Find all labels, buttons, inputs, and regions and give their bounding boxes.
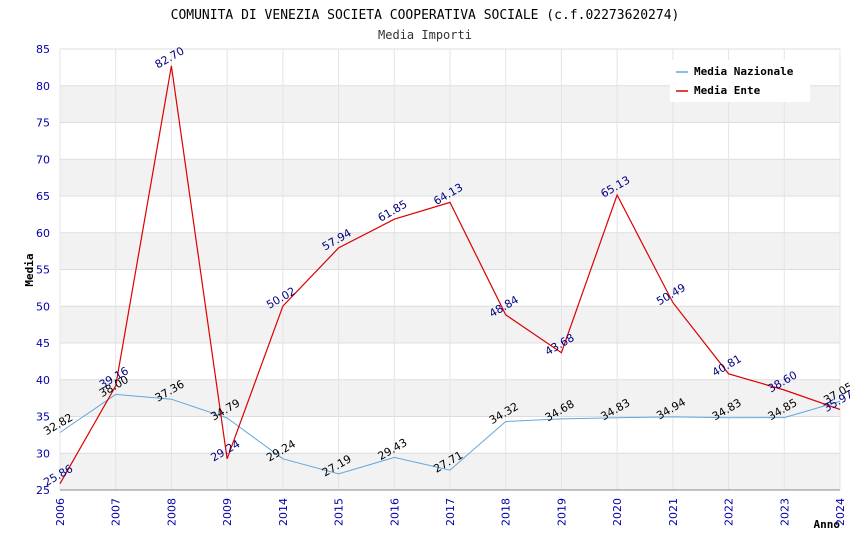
x-tick-label: 2015 — [333, 498, 346, 526]
y-axis-label: Media — [23, 253, 36, 286]
series-lines — [59, 65, 841, 484]
x-tick-label: 2017 — [444, 498, 457, 526]
y-tick-label: 75 — [36, 117, 50, 130]
y-axis-ticks: 25 30 35 40 45 50 55 60 65 70 75 80 85 — [36, 43, 50, 497]
x-tick-label: 2021 — [667, 498, 680, 526]
y-tick-label: 50 — [36, 300, 50, 313]
legend-box — [670, 60, 810, 102]
y-tick-label: 40 — [36, 374, 50, 387]
x-tick-label: 2020 — [611, 498, 624, 526]
x-tick-label: 2007 — [110, 498, 123, 526]
y-tick-label: 60 — [36, 227, 50, 240]
y-tick-label: 80 — [36, 80, 50, 93]
y-tick-label: 55 — [36, 264, 50, 277]
y-tick-label: 45 — [36, 337, 50, 350]
y-tick-label: 70 — [36, 153, 50, 166]
legend-label-media-nazionale: Media Nazionale — [694, 65, 794, 78]
chart-title: COMUNITA DI VENEZIA SOCIETA COOPERATIVA … — [171, 8, 680, 23]
x-axis-label: Anno — [814, 518, 841, 531]
legend-label-media-ente: Media Ente — [694, 84, 761, 97]
x-tick-label: 2022 — [723, 498, 736, 526]
x-tick-label: 2023 — [778, 498, 791, 526]
x-tick-label: 2009 — [221, 498, 234, 526]
y-tick-label: 25 — [36, 484, 50, 497]
series-line-media-nazionale — [59, 393, 841, 475]
y-tick-label: 35 — [36, 411, 50, 424]
x-tick-label: 2024 — [834, 498, 847, 526]
y-tick-label: 30 — [36, 447, 50, 460]
chart-subtitle: Media Importi — [378, 28, 472, 42]
y-tick-label: 85 — [36, 43, 50, 56]
x-tick-label: 2019 — [555, 498, 568, 526]
y-tick-label: 65 — [36, 190, 50, 203]
series-line-media-ente — [59, 65, 841, 484]
gridlines — [59, 48, 841, 491]
legend: Media Nazionale Media Ente — [670, 60, 810, 102]
x-tick-label: 2014 — [277, 498, 290, 526]
x-tick-label: 2006 — [54, 498, 67, 526]
x-tick-label: 2008 — [165, 498, 178, 526]
x-tick-label: 2018 — [500, 498, 513, 526]
x-tick-label: 2016 — [388, 498, 401, 526]
x-axis-ticks: 2006 2007 2008 2009 2014 2015 2016 2017 2018 2019… — [54, 498, 847, 526]
